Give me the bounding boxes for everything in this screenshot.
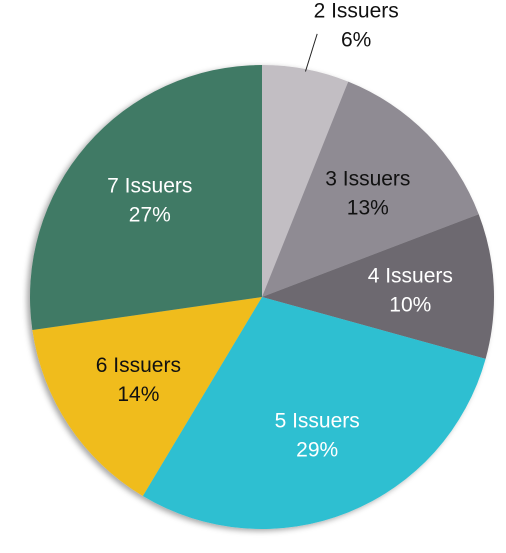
pie-slice [262, 214, 494, 359]
pie-slice [142, 297, 486, 529]
slice-category: 4 Issuers [368, 264, 453, 287]
pie [30, 65, 494, 529]
pie-slice [32, 297, 263, 497]
slice-value-label: 13% [347, 196, 389, 219]
leader-line [304, 33, 318, 72]
slice-value-label: 27% [129, 203, 171, 226]
pie-slice [262, 65, 349, 297]
slice-value-label: 10% [389, 293, 431, 316]
slice-value-label: 14% [117, 383, 159, 406]
slice-category: 7 Issuers [107, 174, 192, 197]
slice-category: 2 Issuers [314, 0, 399, 22]
slice-value-label: 29% [296, 438, 338, 461]
slice-value-label: 6% [341, 28, 371, 51]
pie-slice [30, 65, 263, 331]
slice-category: 3 Issuers [325, 167, 410, 190]
labels: 2 Issuers 6% 3 Issuers 13% 4 Issuers 10% 5 Iss… [96, 0, 453, 461]
slice-category: 5 Issuers [275, 409, 360, 432]
pie-slice [262, 81, 479, 297]
slice-category: 6 Issuers [96, 354, 181, 377]
